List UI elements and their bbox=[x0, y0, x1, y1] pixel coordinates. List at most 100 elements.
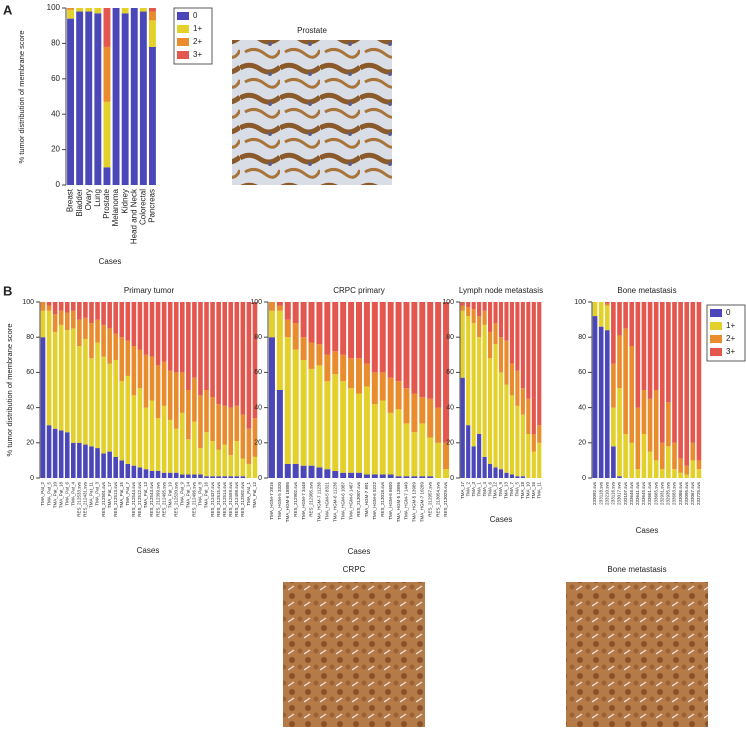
x-tick-label: TMA_11 bbox=[536, 482, 541, 499]
bar-segment bbox=[487, 358, 493, 464]
bar-segment bbox=[520, 414, 525, 477]
x-tick-label: Head and Neck bbox=[129, 188, 138, 244]
bar-segment bbox=[348, 302, 355, 359]
bar-segment bbox=[222, 405, 227, 445]
bar-segment bbox=[427, 437, 434, 477]
bar-segment bbox=[204, 390, 209, 433]
x-tick-label: TMA_9 bbox=[498, 482, 503, 497]
bar-segment bbox=[395, 302, 402, 382]
bar-segment bbox=[40, 310, 46, 338]
bar-segment bbox=[403, 423, 410, 477]
legend-label: 0 bbox=[726, 308, 731, 317]
bar-segment bbox=[348, 388, 355, 473]
bar-segment bbox=[234, 441, 240, 477]
bar-segment bbox=[161, 472, 167, 478]
legend-swatch bbox=[710, 348, 722, 356]
bar-segment bbox=[623, 302, 628, 329]
bar-segment bbox=[101, 324, 106, 357]
legend-label: 2+ bbox=[726, 334, 735, 343]
y-tick-label: 60 bbox=[446, 369, 454, 376]
bar-segment bbox=[284, 319, 291, 338]
x-tick-label: TMA_HGM-6 5222 bbox=[372, 482, 377, 520]
bar-segment bbox=[276, 305, 283, 311]
x-tick-label: Lung bbox=[93, 189, 102, 207]
y-tick-label: 80 bbox=[51, 39, 60, 48]
chart-title: Bone metastasis bbox=[617, 286, 677, 295]
legend-swatch bbox=[710, 309, 722, 317]
bar-segment bbox=[387, 377, 394, 413]
x-tick-label: RES_213054.svs bbox=[435, 481, 440, 517]
x-tick-label: Prostate bbox=[102, 188, 111, 218]
bar-segment bbox=[340, 354, 347, 382]
x-tick-label: TMA_Pat_1 bbox=[246, 482, 251, 506]
bar-segment bbox=[592, 316, 598, 478]
x-tick-label: TMA_Pat_9 bbox=[179, 482, 184, 506]
bar-segment bbox=[395, 381, 402, 410]
legend-swatch bbox=[177, 51, 189, 59]
bar-segment bbox=[180, 412, 185, 475]
bar-segment bbox=[284, 337, 291, 464]
bar-segment bbox=[592, 302, 598, 317]
bar-segment bbox=[427, 476, 434, 478]
bar-segment bbox=[531, 451, 536, 478]
bar-segment bbox=[252, 302, 258, 419]
bar-segment bbox=[234, 476, 240, 478]
bar-segment bbox=[161, 302, 167, 362]
bar-segment bbox=[498, 372, 504, 470]
legend-swatch bbox=[710, 322, 722, 330]
x-tick-label: TMA_6 bbox=[487, 482, 492, 497]
legend-label: 1+ bbox=[726, 321, 735, 330]
bar-segment bbox=[83, 317, 88, 339]
bar-segment bbox=[192, 474, 197, 478]
bar-segment bbox=[198, 395, 203, 449]
x-tick-label: TMA_HGM-6 11236 bbox=[332, 482, 337, 522]
bar-segment bbox=[222, 444, 227, 477]
bar-segment bbox=[300, 360, 307, 466]
legend-label: 3+ bbox=[726, 347, 735, 356]
x-tick-label: RES_212431.svs bbox=[83, 481, 88, 517]
bar-segment bbox=[216, 476, 221, 478]
y-tick-label: 100 bbox=[250, 299, 262, 306]
bar-segment bbox=[332, 302, 339, 352]
bar-segment bbox=[659, 469, 665, 478]
bar-segment bbox=[504, 472, 509, 478]
x-tick-label: 233210.svs bbox=[604, 481, 609, 505]
bar-segment bbox=[186, 390, 191, 440]
bar-segment bbox=[419, 397, 426, 424]
bar-segment bbox=[379, 372, 386, 401]
bar-segment bbox=[228, 407, 234, 456]
bar-segment bbox=[240, 476, 246, 478]
bar-segment bbox=[268, 302, 275, 311]
bar-segment bbox=[509, 395, 515, 475]
bar-segment bbox=[340, 381, 347, 473]
bar-segment bbox=[131, 346, 137, 396]
bar-segment bbox=[363, 302, 370, 364]
bar-segment bbox=[149, 470, 155, 478]
bar-segment bbox=[149, 356, 155, 401]
bar-segment bbox=[71, 310, 76, 329]
x-tick-label: 232935.svs bbox=[666, 481, 671, 505]
bar-segment bbox=[101, 356, 106, 454]
bar-segment bbox=[89, 323, 94, 359]
bar-segment bbox=[403, 476, 410, 478]
bar-segment bbox=[148, 8, 156, 12]
bar-segment bbox=[427, 302, 434, 399]
x-tick-label: RES_212520.svs bbox=[173, 481, 178, 517]
x-tick-label: RES_212544.svs bbox=[131, 481, 136, 517]
y-tick-label: 100 bbox=[47, 3, 61, 12]
x-tick-label: RES_212515.svs bbox=[216, 481, 221, 517]
bar-segment bbox=[186, 302, 191, 390]
bar-segment bbox=[148, 46, 156, 185]
bar-segment bbox=[363, 363, 370, 387]
y-axis-label: % tumor distribution of membrane score bbox=[17, 31, 26, 164]
bar-segment bbox=[653, 302, 659, 390]
bar-segment bbox=[672, 302, 677, 443]
bar-segment bbox=[659, 302, 665, 443]
bar-segment bbox=[119, 460, 125, 478]
x-tick-label: TMA_2 bbox=[465, 482, 470, 497]
bar-segment bbox=[143, 354, 149, 408]
bar-segment bbox=[83, 444, 88, 478]
bar-segment bbox=[58, 430, 64, 478]
bar-segment bbox=[526, 302, 531, 399]
bar-segment bbox=[268, 337, 275, 478]
